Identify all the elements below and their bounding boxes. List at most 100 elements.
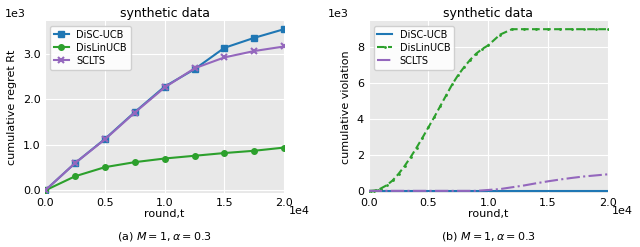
SCLTS xyxy=(388,189,396,192)
Line: DiSC-UCB: DiSC-UCB xyxy=(42,26,287,193)
X-axis label: round,t: round,t xyxy=(145,209,185,219)
DiSC-UCB xyxy=(388,189,396,192)
SCLTS xyxy=(496,187,504,190)
Text: 1e4: 1e4 xyxy=(612,206,634,216)
DiSC-UCB xyxy=(424,189,432,192)
SCLTS xyxy=(484,188,492,191)
DisLinUCB xyxy=(131,161,139,164)
DisLinUCB xyxy=(449,83,456,86)
DisLinUCB xyxy=(372,189,380,192)
SCLTS xyxy=(532,182,540,185)
DiSC-UCB xyxy=(71,162,79,165)
DisLinUCB xyxy=(101,166,109,169)
DisLinUCB xyxy=(71,175,79,178)
SCLTS xyxy=(365,189,372,192)
DisLinUCB xyxy=(568,28,575,31)
SCLTS xyxy=(580,175,588,178)
DisLinUCB xyxy=(454,73,462,76)
Text: (b) $M=1, \alpha=0.3$: (b) $M=1, \alpha=0.3$ xyxy=(440,230,536,243)
DisLinUCB xyxy=(370,189,378,192)
DiSC-UCB xyxy=(250,36,258,39)
DiSC-UCB xyxy=(191,68,198,71)
DisLinUCB xyxy=(406,156,414,159)
DisLinUCB xyxy=(388,179,396,182)
DiSC-UCB xyxy=(532,189,540,192)
DiSC-UCB xyxy=(161,85,168,88)
DisLinUCB xyxy=(544,28,552,31)
SCLTS xyxy=(401,189,408,192)
DiSC-UCB xyxy=(508,189,516,192)
SCLTS xyxy=(161,86,168,89)
SCLTS xyxy=(568,176,575,179)
DisLinUCB xyxy=(580,28,588,31)
DiSC-UCB xyxy=(460,189,468,192)
DisLinUCB xyxy=(472,52,480,55)
DiSC-UCB xyxy=(436,189,444,192)
Y-axis label: cumulative violation: cumulative violation xyxy=(341,50,351,164)
DiSC-UCB xyxy=(280,28,288,31)
DisLinUCB xyxy=(401,165,408,167)
DiSC-UCB xyxy=(568,189,575,192)
Text: 1e3: 1e3 xyxy=(4,9,26,20)
DisLinUCB xyxy=(460,65,468,68)
DisLinUCB xyxy=(592,28,600,31)
Text: (a) $M=1, \alpha=0.3$: (a) $M=1, \alpha=0.3$ xyxy=(117,230,212,243)
SCLTS xyxy=(71,162,79,165)
Text: 1e3: 1e3 xyxy=(328,9,349,20)
DisLinUCB xyxy=(419,136,426,139)
DisLinUCB xyxy=(467,58,474,61)
DiSC-UCB xyxy=(472,189,480,192)
DiSC-UCB xyxy=(544,189,552,192)
DiSC-UCB xyxy=(580,189,588,192)
DisLinUCB xyxy=(377,187,385,190)
DiSC-UCB xyxy=(556,189,564,192)
DiSC-UCB xyxy=(371,189,378,192)
SCLTS xyxy=(101,138,109,141)
Legend: DiSC-UCB, DisLinUCB, SCLTS: DiSC-UCB, DisLinUCB, SCLTS xyxy=(50,26,131,70)
DisLinUCB xyxy=(365,189,372,192)
SCLTS xyxy=(191,67,198,70)
DiSC-UCB xyxy=(413,189,420,192)
Text: 1e4: 1e4 xyxy=(289,206,310,216)
DisLinUCB xyxy=(42,189,49,192)
Legend: DiSC-UCB, DisLinUCB, SCLTS: DiSC-UCB, DisLinUCB, SCLTS xyxy=(374,26,454,70)
SCLTS xyxy=(544,180,552,183)
SCLTS xyxy=(592,174,600,177)
DisLinUCB xyxy=(431,115,438,118)
Line: SCLTS: SCLTS xyxy=(369,174,607,191)
DiSC-UCB xyxy=(131,111,139,114)
SCLTS xyxy=(604,173,611,176)
DisLinUCB xyxy=(395,172,403,175)
SCLTS xyxy=(508,186,516,189)
DiSC-UCB xyxy=(449,189,456,192)
DisLinUCB xyxy=(367,189,375,192)
DiSC-UCB xyxy=(484,189,492,192)
DisLinUCB xyxy=(221,152,228,155)
SCLTS xyxy=(436,189,444,192)
DisLinUCB xyxy=(442,93,450,96)
SCLTS xyxy=(221,56,228,59)
DisLinUCB xyxy=(556,28,564,31)
SCLTS xyxy=(472,189,480,192)
Y-axis label: cumulative regret Rt: cumulative regret Rt xyxy=(7,49,17,165)
SCLTS xyxy=(42,189,49,192)
Title: synthetic data: synthetic data xyxy=(443,7,533,20)
DisLinUCB xyxy=(436,104,444,107)
DisLinUCB xyxy=(250,149,258,152)
DisLinUCB xyxy=(280,146,288,149)
SCLTS xyxy=(460,189,468,192)
DisLinUCB xyxy=(374,188,382,191)
DisLinUCB xyxy=(604,28,611,31)
DisLinUCB xyxy=(520,28,528,31)
Title: synthetic data: synthetic data xyxy=(120,7,210,20)
DiSC-UCB xyxy=(221,46,228,49)
DiSC-UCB xyxy=(496,189,504,192)
DiSC-UCB xyxy=(401,189,408,192)
DisLinUCB xyxy=(508,28,516,31)
SCLTS xyxy=(377,189,385,192)
SCLTS xyxy=(556,178,564,181)
DiSC-UCB xyxy=(604,189,611,192)
DisLinUCB xyxy=(191,154,198,157)
SCLTS xyxy=(250,50,258,53)
DiSC-UCB xyxy=(377,189,385,192)
